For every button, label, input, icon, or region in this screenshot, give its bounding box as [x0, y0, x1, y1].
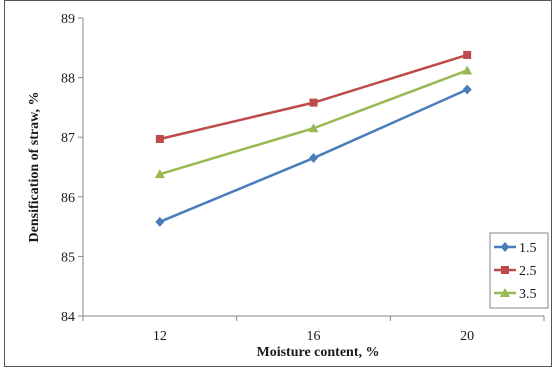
data-point-1.5	[155, 216, 165, 227]
y-tick-label: 85	[61, 250, 75, 265]
data-point-2.5	[155, 134, 164, 143]
data-point-1.5	[462, 84, 472, 95]
data-point-3.5	[308, 123, 319, 133]
x-axis-title: Moisture content, %	[257, 345, 380, 360]
y-tick-label: 88	[61, 72, 75, 87]
y-axis-title: Densification of straw, %	[27, 92, 42, 243]
y-tick-label: 87	[61, 131, 75, 146]
data-point-1.5	[309, 153, 318, 164]
x-tick-label: 16	[307, 329, 321, 344]
legend: 1.5 2.5 3.5	[489, 232, 549, 309]
legend-marker-1.5	[500, 242, 510, 252]
legend-marker-3.5	[500, 288, 510, 297]
x-tick-label: 20	[460, 329, 474, 344]
legend-marker-2.5	[501, 266, 509, 274]
y-tick-label: 86	[61, 191, 75, 206]
x-tick-label: 12	[153, 329, 167, 344]
data-point-3.5	[462, 65, 473, 75]
data-point-2.5	[463, 50, 472, 59]
legend-label: 1.5	[519, 241, 537, 256]
data-point-3.5	[154, 169, 165, 179]
data-point-2.5	[309, 98, 318, 107]
y-tick-label: 89	[61, 12, 75, 27]
legend-label: 2.5	[519, 264, 537, 279]
legend-label: 3.5	[519, 287, 537, 302]
plot-area: 84 85 86 87 88 89 12 16 20	[61, 12, 545, 344]
y-tick-label: 84	[61, 310, 75, 325]
